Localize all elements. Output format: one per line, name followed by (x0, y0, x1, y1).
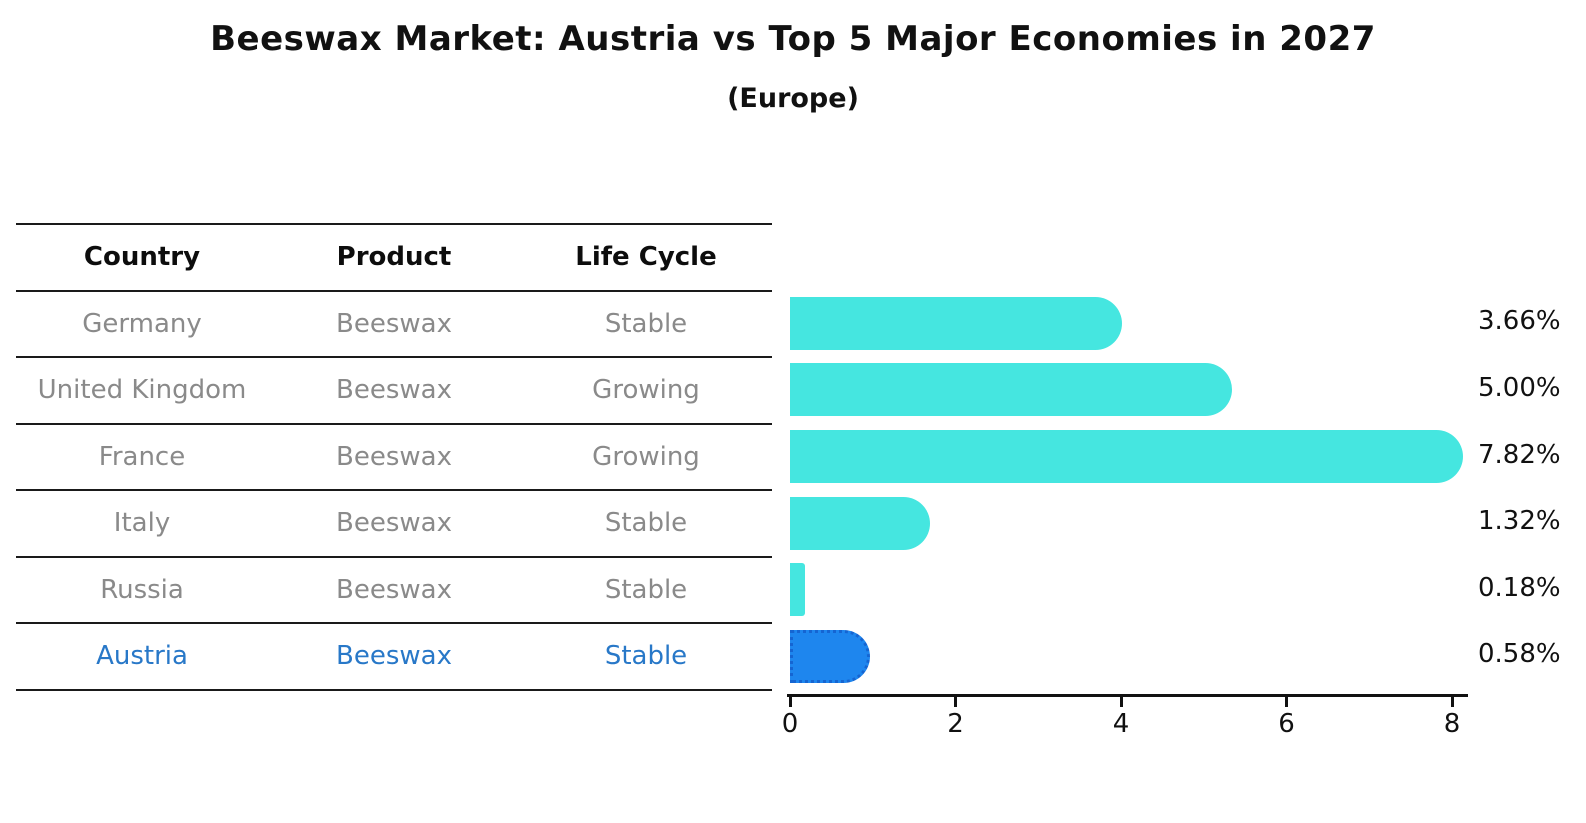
bar-austria (790, 629, 870, 683)
cell-life-cycle: Stable (604, 641, 688, 672)
table-row-france: France Beeswax Growing (16, 425, 772, 491)
cell-product: Beeswax (336, 375, 452, 406)
cell-country: Italy (113, 508, 171, 539)
cell-life-cycle: Growing (592, 375, 700, 406)
cell-product: Beeswax (336, 574, 452, 605)
cell-country: Germany (82, 308, 202, 339)
value-label-russia: 0.18% (1478, 572, 1561, 603)
table-row-italy: Italy Beeswax Stable (16, 491, 772, 558)
cell-product: Beeswax (336, 641, 452, 672)
x-tick-label-0: 0 (781, 709, 799, 739)
bar-russia (790, 563, 805, 617)
x-tick-label-4: 4 (1112, 709, 1130, 739)
value-label-united-kingdom: 5.00% (1478, 372, 1561, 403)
x-axis-line (787, 694, 1468, 697)
cell-country: Austria (96, 641, 188, 672)
table-body: Germany Beeswax Stable United Kingdom Beeswa… (16, 292, 772, 691)
cell-life-cycle: Stable (604, 574, 688, 605)
cell-country: France (98, 441, 186, 472)
cell-life-cycle: Growing (592, 441, 700, 472)
page-title: Beeswax Market: Austria vs Top 5 Major E… (210, 19, 1376, 59)
cell-product: Beeswax (336, 508, 452, 539)
x-tick-6 (1285, 697, 1288, 707)
column-header-life-cycle: Life Cycle (575, 242, 717, 273)
table-row-russia: Russia Beeswax Stable (16, 558, 772, 624)
table-header-row: Country Product Life Cycle (16, 225, 772, 292)
table-row-united-kingdom: United Kingdom Beeswax Growing (16, 358, 772, 425)
cell-product: Beeswax (336, 441, 452, 472)
x-tick-4 (1119, 697, 1123, 707)
x-tick-label-6: 6 (1278, 709, 1295, 739)
x-tick-0 (788, 697, 792, 707)
value-label-italy: 1.32% (1478, 506, 1561, 537)
column-header-country: Country (83, 242, 201, 273)
cell-life-cycle: Stable (604, 508, 688, 539)
value-label-france: 7.82% (1478, 439, 1561, 470)
page-subtitle: (Europe) (727, 83, 859, 114)
x-tick-2 (954, 697, 957, 707)
x-tick-label-2: 2 (947, 709, 964, 739)
bar-united-kingdom (790, 363, 1232, 417)
bar-germany (790, 296, 1123, 350)
x-tick-label-8: 8 (1443, 709, 1461, 739)
country-table: Country Product Life Cycle Germany Beeswa… (16, 223, 772, 691)
cell-life-cycle: Stable (604, 308, 688, 339)
cell-product: Beeswax (336, 308, 452, 339)
table-row-germany: Germany Beeswax Stable (16, 292, 772, 358)
bar-italy (790, 496, 931, 550)
value-label-austria: 0.58% (1478, 639, 1561, 670)
table-row-austria: Austria Beeswax Stable (16, 624, 772, 691)
bar-france (790, 430, 1464, 483)
x-tick-8 (1450, 697, 1454, 707)
cell-country: United Kingdom (37, 375, 247, 406)
column-header-product: Product (336, 242, 452, 273)
value-label-germany: 3.66% (1478, 306, 1561, 337)
cell-country: Russia (100, 574, 184, 605)
